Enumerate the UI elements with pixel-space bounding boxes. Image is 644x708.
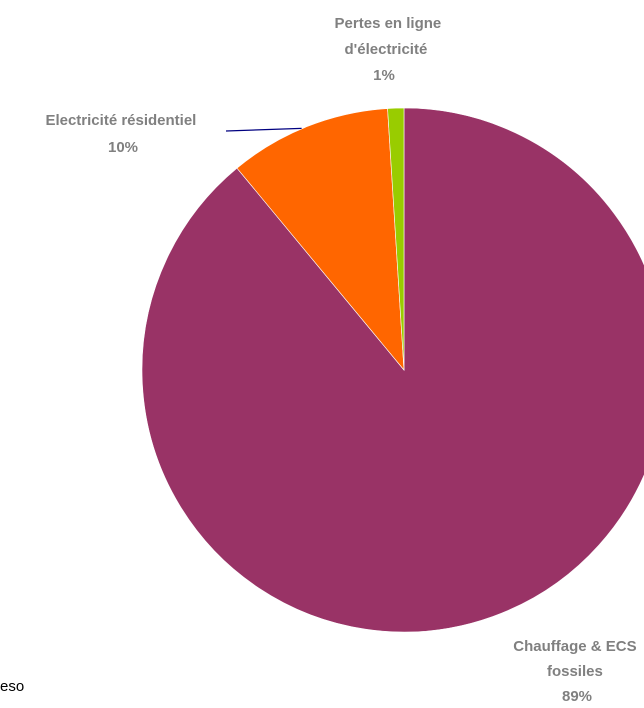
footer-text-fragment: eso (0, 678, 25, 695)
label-electricite: Electricité résidentiel 10% (45, 112, 200, 156)
label-pertes: Pertes en ligne d'électricité 1% (335, 15, 446, 84)
slice-electricite-residentiel (236, 108, 405, 371)
label-chauffage-percent: 89% (562, 688, 592, 705)
label-pertes-line-1: Pertes en ligne (335, 15, 442, 32)
slice-pertes-en-ligne (387, 107, 405, 371)
label-chauffage-line-1: Chauffage & ECS (513, 638, 636, 655)
label-electricite-line-1: Electricité résidentiel (45, 112, 196, 129)
label-pertes-line-2: d'électricité (345, 41, 428, 58)
slice-chauffage-ecs-fossiles (141, 107, 644, 633)
label-electricite-percent: 10% (108, 139, 138, 156)
label-chauffage-line-2: fossiles (547, 663, 603, 680)
pie-slices (141, 107, 644, 633)
label-pertes-percent: 1% (373, 67, 395, 84)
label-chauffage: Chauffage & ECS fossiles 89% (513, 638, 641, 705)
leader-line-electricite (225, 127, 302, 132)
